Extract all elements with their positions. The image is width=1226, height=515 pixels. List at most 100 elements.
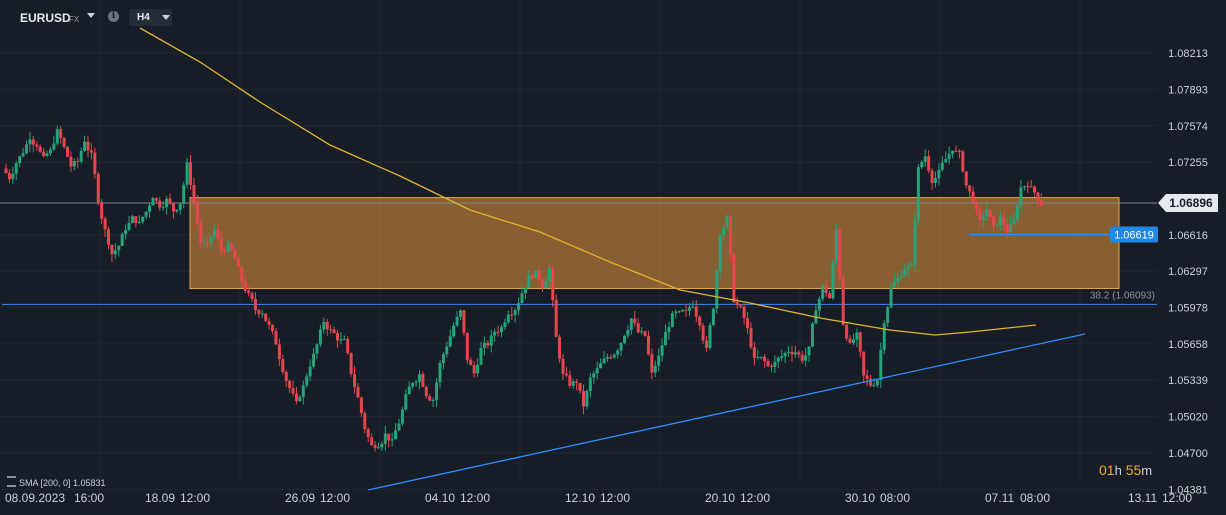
candle-body (841, 278, 845, 325)
candle-body (940, 162, 944, 170)
candle (83, 135, 87, 153)
candle (117, 244, 121, 257)
candle (920, 159, 924, 170)
candle (253, 291, 257, 315)
candle-body (301, 385, 305, 397)
candle (633, 310, 637, 327)
candle-body (476, 364, 480, 374)
candle (691, 300, 695, 309)
time-tick-label: 12.10 (565, 491, 595, 505)
candle-body (175, 209, 179, 212)
timeframe-selector[interactable]: H4 (129, 9, 172, 26)
candle-body (687, 307, 691, 311)
candle (899, 271, 903, 280)
candle-body (79, 151, 83, 162)
candle-body (660, 345, 664, 356)
candle (482, 336, 486, 356)
candle-body (83, 141, 87, 152)
candle-body (305, 376, 309, 386)
candle (387, 433, 391, 448)
candle (582, 384, 586, 415)
candle (821, 284, 825, 302)
candle-body (851, 339, 855, 343)
candle-body (626, 329, 630, 336)
candle (486, 340, 490, 349)
candle (79, 147, 83, 164)
candle-body (681, 310, 685, 312)
candle (1009, 216, 1013, 234)
candle-body (21, 153, 25, 157)
candle-body (513, 310, 517, 315)
candle-body (1036, 192, 1040, 201)
candle-body (633, 318, 637, 324)
candle-body (711, 308, 715, 326)
candle (274, 327, 278, 345)
candle-body (981, 216, 985, 221)
candle (236, 255, 240, 268)
sma-indicator-legend[interactable]: SMA [200, 0] 1.05831 (7, 476, 106, 488)
candle-body (199, 222, 203, 243)
candle-body (141, 216, 145, 222)
candle (739, 304, 743, 309)
candle-body (411, 383, 415, 387)
candle (520, 286, 524, 304)
candle (349, 352, 353, 377)
candle-body (530, 275, 534, 278)
candle-body (182, 184, 186, 204)
candle-body (363, 413, 367, 430)
candle-body (1026, 186, 1030, 188)
candle (537, 266, 541, 285)
candle-body (821, 285, 825, 299)
candle-body (335, 332, 339, 341)
candle-body (89, 150, 93, 153)
candle (916, 164, 920, 227)
candle (277, 338, 281, 366)
candle (421, 371, 425, 388)
candle (479, 341, 483, 366)
candle-body (288, 381, 292, 389)
candle-body (780, 356, 784, 358)
symbol-dropdown-icon[interactable] (87, 13, 95, 18)
candle (7, 169, 11, 184)
candle (694, 300, 698, 323)
candle-body (554, 299, 558, 337)
candle (961, 149, 965, 173)
info-icon[interactable]: i (108, 11, 119, 22)
candle (1012, 213, 1016, 226)
time-tick-label: 12:00 (460, 491, 490, 505)
candle-body (571, 381, 575, 386)
candle (308, 359, 312, 382)
trend-line[interactable] (367, 333, 1086, 491)
candle-body (195, 202, 199, 223)
candle (602, 350, 606, 365)
candle (329, 324, 333, 334)
candle (359, 396, 363, 417)
sma-line (139, 27, 1037, 336)
candle (452, 322, 456, 339)
candle (335, 329, 339, 348)
candle-body (417, 374, 421, 382)
candle-body (161, 207, 165, 209)
candle (363, 411, 367, 434)
symbol-name[interactable]: EURUSD (20, 11, 71, 25)
candle (52, 136, 56, 152)
candle-body (479, 348, 483, 365)
candle (25, 140, 29, 155)
candle-body (315, 344, 319, 354)
candle-body (178, 203, 182, 210)
candle-body (575, 381, 579, 383)
candle (281, 354, 285, 375)
price-tick-label: 1.05978 (1168, 302, 1208, 314)
candle (212, 224, 216, 240)
candle-body (913, 219, 917, 265)
candle (841, 273, 845, 326)
candle-body (763, 356, 767, 362)
candle (107, 226, 111, 250)
candle (855, 328, 859, 348)
candle-body (325, 322, 329, 330)
candle-body (910, 264, 914, 267)
candle-body (421, 374, 425, 387)
candle (76, 157, 80, 169)
candle-body (1033, 186, 1037, 193)
